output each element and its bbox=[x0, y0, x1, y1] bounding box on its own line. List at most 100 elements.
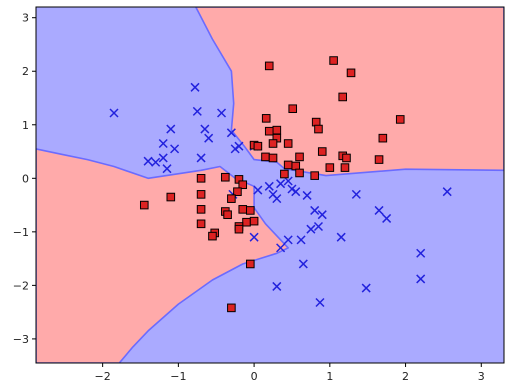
square-marker bbox=[329, 56, 338, 65]
y-tick-label: 1 bbox=[22, 119, 29, 132]
x-marker bbox=[351, 189, 361, 199]
square-marker bbox=[196, 219, 206, 229]
square-marker bbox=[295, 168, 304, 178]
x-marker bbox=[196, 153, 206, 163]
square-marker bbox=[346, 68, 356, 78]
square-marker bbox=[374, 155, 384, 164]
square-marker bbox=[268, 153, 278, 163]
y-tick-label: −1 bbox=[13, 226, 29, 239]
x-marker bbox=[276, 179, 286, 189]
x-tick-label: 1 bbox=[326, 370, 333, 383]
x-marker bbox=[336, 232, 346, 242]
x-marker bbox=[416, 274, 426, 284]
x-marker bbox=[226, 128, 236, 138]
square-marker bbox=[261, 152, 270, 162]
square-marker bbox=[223, 210, 232, 220]
square-marker bbox=[234, 224, 244, 234]
x-marker bbox=[276, 243, 286, 253]
x-marker bbox=[204, 133, 214, 143]
square-marker bbox=[395, 115, 405, 124]
red-region-left bbox=[36, 148, 290, 363]
square-marker bbox=[196, 190, 206, 199]
x-marker bbox=[151, 157, 161, 167]
square-marker bbox=[317, 147, 327, 156]
x-tick-label: −2 bbox=[95, 370, 111, 383]
x-marker bbox=[298, 259, 308, 269]
square-marker bbox=[238, 205, 248, 214]
x-marker bbox=[162, 164, 172, 174]
square-marker bbox=[325, 163, 335, 172]
square-marker bbox=[283, 160, 293, 170]
square-marker bbox=[272, 125, 282, 135]
x-marker bbox=[253, 185, 263, 195]
x-marker bbox=[109, 108, 119, 118]
square-marker bbox=[264, 61, 274, 71]
axes-frame bbox=[35, 6, 505, 364]
x-marker bbox=[143, 156, 153, 166]
x-tick-label: 0 bbox=[251, 370, 258, 383]
square-marker bbox=[139, 200, 149, 210]
x-marker bbox=[306, 224, 316, 234]
square-marker bbox=[338, 92, 347, 102]
square-marker bbox=[261, 114, 271, 123]
x-marker bbox=[249, 232, 259, 242]
square-marker bbox=[280, 169, 289, 179]
x-marker bbox=[291, 187, 301, 197]
square-marker bbox=[246, 206, 255, 215]
y-tick-label: 3 bbox=[22, 12, 29, 25]
x-marker bbox=[374, 205, 384, 215]
y-axis: −3 −2 −1 0 1 2 3 bbox=[13, 12, 36, 346]
x-marker bbox=[382, 213, 392, 223]
square-marker bbox=[249, 216, 259, 226]
x-axis: −2 −1 0 1 2 3 bbox=[95, 363, 485, 383]
x-marker bbox=[442, 187, 452, 197]
square-marker bbox=[283, 139, 293, 148]
square-marker bbox=[166, 192, 176, 202]
x-marker bbox=[272, 194, 282, 204]
square-marker bbox=[227, 303, 236, 313]
x-tick-label: 2 bbox=[402, 370, 409, 383]
y-tick-label: −2 bbox=[13, 279, 29, 292]
plot-area bbox=[36, 7, 504, 363]
square-marker bbox=[342, 153, 351, 163]
x-marker bbox=[287, 184, 297, 194]
x-marker bbox=[416, 248, 426, 258]
square-marker bbox=[233, 187, 242, 196]
x-marker bbox=[200, 124, 210, 134]
x-marker bbox=[283, 235, 293, 245]
x-marker bbox=[310, 205, 320, 215]
y-tick-label: 2 bbox=[22, 65, 29, 78]
x-marker bbox=[315, 297, 325, 308]
square-marker bbox=[253, 141, 263, 151]
x-marker bbox=[166, 124, 176, 134]
x-marker bbox=[190, 82, 200, 92]
square-marker bbox=[196, 174, 206, 183]
scatter-markers bbox=[109, 56, 452, 313]
square-marker bbox=[238, 180, 248, 190]
x-marker bbox=[217, 108, 227, 118]
x-tick-label: 3 bbox=[478, 370, 485, 383]
square-marker bbox=[242, 217, 251, 227]
square-marker bbox=[264, 126, 274, 136]
square-marker bbox=[295, 152, 304, 162]
y-tick-label: 0 bbox=[22, 172, 29, 185]
x-tick-label: −1 bbox=[170, 370, 186, 383]
x-marker bbox=[361, 283, 371, 293]
x-marker bbox=[313, 221, 323, 232]
x-marker bbox=[296, 235, 306, 245]
x-marker bbox=[170, 144, 180, 154]
x-marker bbox=[272, 281, 282, 291]
x-marker bbox=[234, 141, 244, 151]
square-marker bbox=[340, 163, 350, 172]
square-marker bbox=[288, 104, 298, 114]
square-marker bbox=[246, 259, 255, 269]
square-marker bbox=[378, 133, 388, 143]
square-marker bbox=[221, 172, 230, 182]
x-marker bbox=[230, 144, 240, 154]
x-marker bbox=[264, 181, 274, 191]
x-marker bbox=[302, 190, 312, 200]
square-marker bbox=[268, 139, 278, 148]
square-marker bbox=[208, 231, 217, 241]
square-marker bbox=[227, 194, 236, 203]
